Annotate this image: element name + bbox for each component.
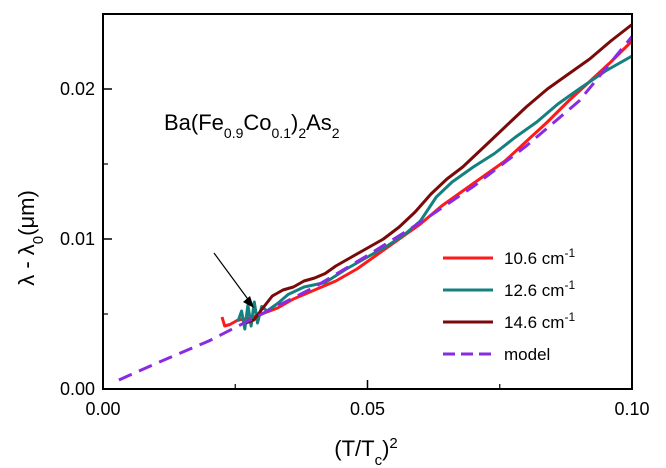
x-tick-label: 0.10 <box>614 399 649 419</box>
x-tick-label: 0.00 <box>85 399 120 419</box>
legend-label-1: 10.6 cm-1 <box>504 246 575 268</box>
tick-layer: 0.00 0.05 0.10 0.00 0.01 0.02 <box>60 79 650 419</box>
x-tick-label: 0.05 <box>350 399 385 419</box>
annotation-arrow <box>213 252 251 303</box>
y-tick-label: 0.02 <box>60 79 95 99</box>
compound-label: Ba(Fe0.9Co0.1)2As2 <box>164 110 340 141</box>
legend-label-4: model <box>504 345 550 364</box>
plot-frame <box>102 13 633 390</box>
annotation-arrowhead <box>243 296 254 308</box>
legend: 10.6 cm-1 12.6 cm-1 14.6 cm-1 model <box>443 246 575 364</box>
x-axis-label: (T/Tc)2 <box>334 435 398 468</box>
y-tick-label: 0.00 <box>60 379 95 399</box>
series-line-3 <box>245 23 632 325</box>
series-layer <box>118 23 632 382</box>
y-axis-label: λ - λ0(μm) <box>14 190 47 286</box>
legend-label-3: 14.6 cm-1 <box>504 310 575 332</box>
y-tick-label: 0.01 <box>60 229 95 249</box>
series-line-4 <box>118 35 632 382</box>
legend-label-2: 12.6 cm-1 <box>504 278 575 300</box>
